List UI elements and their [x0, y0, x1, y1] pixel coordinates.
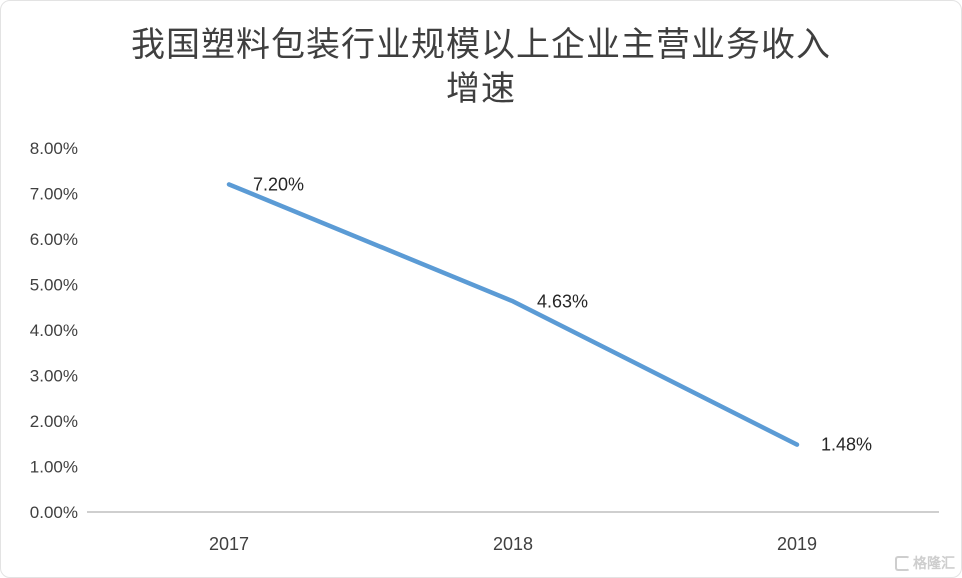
- x-axis-tick-label: 2019: [777, 534, 817, 554]
- y-axis-tick-label: 3.00%: [30, 367, 78, 386]
- data-point-label: 1.48%: [821, 435, 872, 455]
- data-point-label: 7.20%: [253, 174, 304, 194]
- y-axis-tick-label: 2.00%: [30, 412, 78, 431]
- y-axis-tick-label: 8.00%: [30, 139, 78, 158]
- y-axis-tick-label: 4.00%: [30, 321, 78, 340]
- data-point-label: 4.63%: [537, 291, 588, 311]
- chart-title: 我国塑料包装行业规模以上企业主营业务收入增速: [130, 26, 831, 109]
- watermark-text: 格隆汇: [913, 555, 955, 571]
- y-axis-tick-label: 0.00%: [30, 503, 78, 522]
- series-line: [226, 182, 800, 447]
- y-axis-tick-label: 6.00%: [30, 230, 78, 249]
- x-axis-tick-label: 2017: [209, 534, 249, 554]
- y-axis-tick-label: 1.00%: [30, 458, 78, 477]
- gelonghui-logo-icon: [895, 555, 910, 571]
- watermark: 格隆汇: [895, 553, 955, 573]
- y-axis-tick-label: 7.00%: [30, 185, 78, 204]
- y-axis-tick-label: 5.00%: [30, 276, 78, 295]
- x-axis-tick-label: 2018: [493, 534, 533, 554]
